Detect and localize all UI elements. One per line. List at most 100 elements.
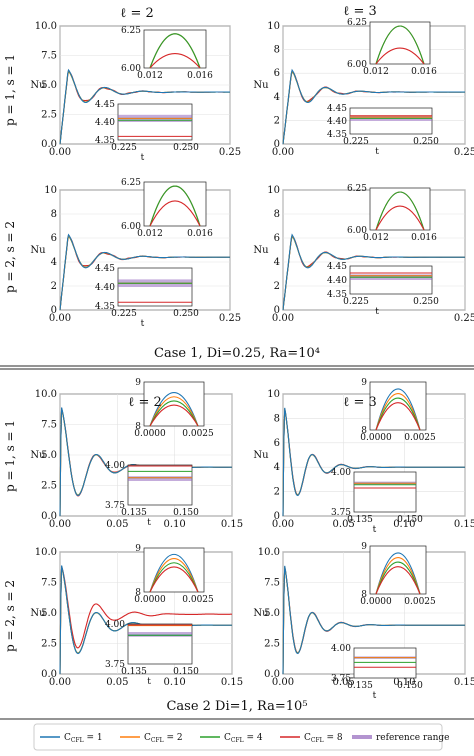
y-tick-label: 10.0 xyxy=(35,389,57,400)
inset-peak: 6.00 6.25 0.012 0.016 xyxy=(121,178,213,239)
inset-peak: 6.00 6.25 0.012 0.016 xyxy=(121,26,213,81)
inset-y-tick: 4.35 xyxy=(95,302,115,312)
inset-series-cfl2 xyxy=(149,396,199,427)
row-label-case2-p2s2: p = 2, s = 2 xyxy=(3,580,17,652)
reference-range-band xyxy=(128,476,192,481)
row-label-case2-p1s1: p = 1, s = 1 xyxy=(3,420,17,492)
y-tick-label: 6 xyxy=(274,233,280,244)
inset-peak: 8 9 0.0000 0.0025 xyxy=(134,544,214,605)
x-tick-label: 0.05 xyxy=(106,677,128,688)
inset-y-tick: 9 xyxy=(135,544,141,554)
inset-series-cfl1 xyxy=(375,388,421,431)
inset-y-tick: 9 xyxy=(135,378,141,388)
inset-x-tick: 0.0000 xyxy=(134,595,166,605)
row-label-case1-p2s2: p = 2, s = 2 xyxy=(3,221,17,293)
panel-case1-p1s1-l2: 0.0 2.5 5.0 7.5 10.0 0.00 0.25 Nu 6.00 6.25 0.012 0… xyxy=(30,21,241,163)
inset-x-tick: 0.250 xyxy=(413,137,439,147)
inset-x-tick: 0.0025 xyxy=(182,429,214,439)
y-tick-label: 5.0 xyxy=(41,80,57,91)
inset-x-tick: 0.225 xyxy=(111,143,137,153)
y-axis-label: Nu xyxy=(253,245,269,256)
series-line-cfl1 xyxy=(282,68,465,145)
inset-y-tick: 6.25 xyxy=(347,18,367,28)
column-title-l2: ℓ = 2 xyxy=(120,6,154,21)
inset-series-cfl4 xyxy=(375,25,425,65)
y-tick-label: 10 xyxy=(267,21,280,32)
y-tick-label: 8 xyxy=(51,209,57,220)
inset-tail: 3.75 4.00 0.135 0.150 t xyxy=(331,468,423,535)
x-tick-label: 0.10 xyxy=(393,519,415,530)
column-title-l2-case2: ℓ = 2 xyxy=(128,395,162,410)
y-tick-label: 7.5 xyxy=(264,578,280,589)
x-tick-label: 0.10 xyxy=(164,677,186,688)
inset-tail: 3.75 4.00 0.135 0.150 t xyxy=(105,620,199,687)
inset-x-tick: 0.016 xyxy=(187,71,213,81)
inset-peak: 6.00 6.25 0.012 0.016 xyxy=(347,18,437,77)
inset-x-tick: 0.0000 xyxy=(360,597,392,607)
inset-series-cfl8 xyxy=(375,205,425,231)
inset-y-tick: 3.75 xyxy=(331,508,351,518)
inset-series-cfl1 xyxy=(149,392,199,427)
x-tick-label: 0.25 xyxy=(454,313,474,324)
inset-peak: 6.00 6.25 0.012 0.016 xyxy=(347,184,437,243)
inset-x-tick: 0.016 xyxy=(411,67,437,77)
y-tick-label: 2 xyxy=(274,115,280,126)
x-tick-label: 0.05 xyxy=(333,677,355,688)
panel-case2-p1s1-l2: 0.0 2.5 5.0 7.5 10.0 0.00 0.05 0.10 0.15 Nu 8 9 0.00… xyxy=(30,378,243,530)
y-tick-label: 7.5 xyxy=(41,420,57,431)
inset-y-tick: 9 xyxy=(361,378,367,388)
inset-x-tick: 0.225 xyxy=(343,137,369,147)
inset-x-axis-label: t xyxy=(141,319,145,329)
inset-peak: 8 9 0.0000 0.0025 xyxy=(360,542,436,607)
y-tick-label: 2.5 xyxy=(41,110,57,121)
x-tick-label: 0.00 xyxy=(49,313,71,324)
series-line-cfl1 xyxy=(59,68,230,145)
inset-frame xyxy=(353,471,417,513)
inset-tail: 4.35 4.40 4.45 0.225 0.250 t xyxy=(327,262,439,317)
inset-peak: 8 9 0.0000 0.0025 xyxy=(360,378,436,443)
y-tick-label: 10.0 xyxy=(258,547,280,558)
inset-series-cfl4 xyxy=(149,562,199,593)
inset-y-tick: 6.00 xyxy=(121,222,141,232)
x-tick-label: 0.15 xyxy=(454,677,474,688)
x-tick-label: 0.00 xyxy=(49,677,71,688)
inset-y-tick: 4.35 xyxy=(327,130,347,140)
x-tick-label: 0.05 xyxy=(333,519,355,530)
inset-x-tick: 0.135 xyxy=(347,515,373,525)
inset-x-axis-label: t xyxy=(147,518,151,528)
inset-y-tick: 8 xyxy=(135,422,141,432)
legend-label-cfl2: CCFL = 2 xyxy=(144,733,183,744)
inset-x-tick: 0.150 xyxy=(397,515,423,525)
y-tick-label: 5.0 xyxy=(41,608,57,619)
inset-x-tick: 0.016 xyxy=(411,233,437,243)
inset-series-cfl4 xyxy=(149,400,199,427)
inset-x-tick: 0.0025 xyxy=(404,433,436,443)
inset-series-cfl8 xyxy=(375,566,421,595)
inset-x-tick: 0.135 xyxy=(121,667,147,677)
x-tick-label: 0.25 xyxy=(219,313,241,324)
inset-x-tick: 0.250 xyxy=(413,297,439,307)
x-tick-label: 0.15 xyxy=(221,677,243,688)
y-tick-label: 0.0 xyxy=(41,139,57,150)
y-axis-label: Nu xyxy=(253,608,269,619)
inset-x-tick: 0.016 xyxy=(187,229,213,239)
inset-series-cfl1 xyxy=(375,552,421,595)
y-tick-label: 4 xyxy=(274,462,280,473)
inset-y-tick: 4.45 xyxy=(327,104,347,114)
x-tick-label: 0.00 xyxy=(272,147,294,158)
y-tick-label: 7.5 xyxy=(41,578,57,589)
case1-caption: Case 1, Di=0.25, Ra=10⁴ xyxy=(154,346,320,361)
inset-series-cfl8 xyxy=(149,566,199,593)
series-line-cfl1 xyxy=(59,233,230,311)
inset-tail: 3.75 4.00 0.135 0.150 t xyxy=(105,461,199,528)
inset-tail: 4.35 4.40 4.45 0.225 0.250 t xyxy=(95,100,199,163)
inset-x-tick: 0.0025 xyxy=(182,595,214,605)
inset-x-tick: 0.250 xyxy=(173,309,199,319)
case2-caption: Case 2 Di=1, Ra=10⁵ xyxy=(166,699,307,714)
inset-x-tick: 0.150 xyxy=(173,508,199,518)
y-axis-label: Nu xyxy=(30,245,46,256)
